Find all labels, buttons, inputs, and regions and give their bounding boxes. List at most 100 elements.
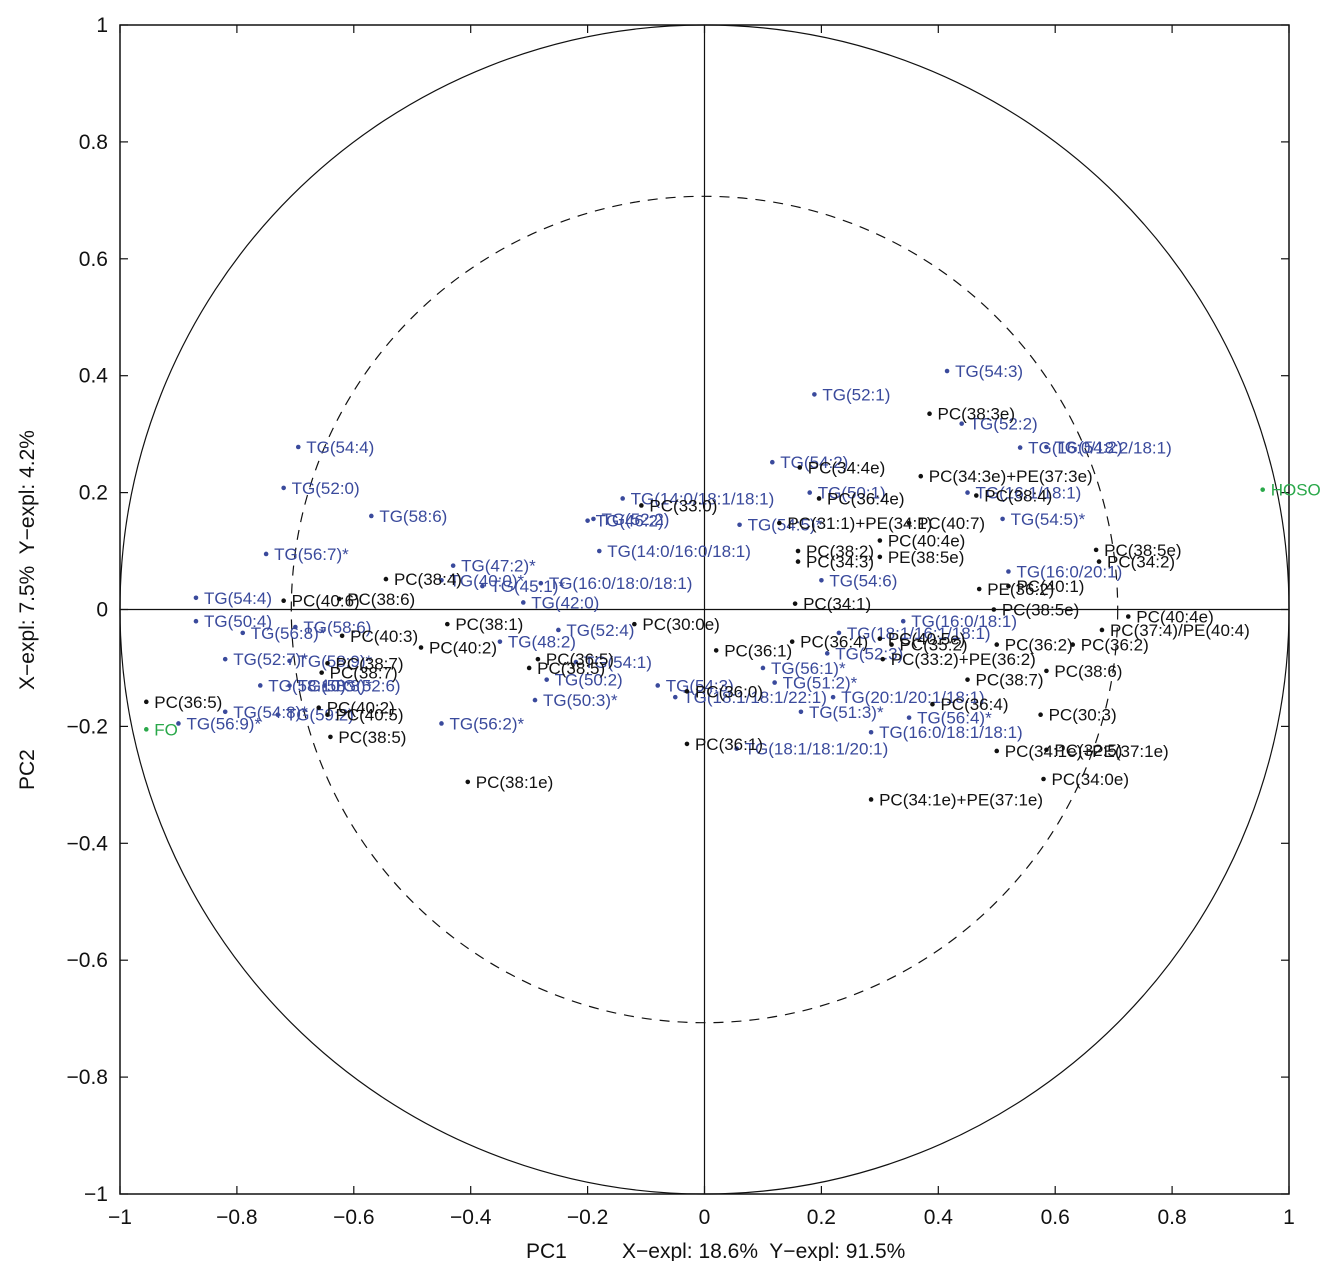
x-tick-label: −0.6 [333, 1206, 374, 1229]
point-label: PC(36:4) [940, 695, 1008, 714]
point-label: TG(50:3)* [543, 691, 618, 710]
y-tick-label: 0.8 [79, 131, 108, 154]
data-point [240, 631, 245, 636]
data-point [918, 474, 923, 479]
data-point [176, 721, 181, 726]
point-label: TG(54:6) [829, 571, 897, 590]
data-point [287, 659, 292, 664]
y-axis-explained-group: X−expl: 7.5% Y−expl: 4.2% [16, 430, 39, 690]
point-label: PC(30:0e) [642, 615, 719, 634]
point-label: TG(54:4) [204, 589, 272, 608]
point-label: PC(36:4e) [827, 489, 904, 508]
data-point [901, 619, 906, 624]
point-label: PC(34:2) [1107, 553, 1175, 572]
data-point [223, 709, 228, 714]
data-point [384, 577, 389, 582]
point-label: TG(52:4) [566, 621, 634, 640]
y-tick-label: −0.2 [67, 715, 108, 738]
x-tick-label: −0.4 [450, 1206, 492, 1229]
data-point [419, 645, 424, 650]
y-tick-label: 1 [96, 14, 108, 37]
x-axis-title: PC1 X−expl: 18.6% Y−expl: 91.5% [526, 1240, 905, 1261]
data-point [945, 369, 950, 374]
data-point [907, 521, 912, 526]
data-point [685, 689, 690, 694]
data-point [194, 596, 199, 601]
y-tick-label: −1 [84, 1183, 108, 1206]
y-tick-label: 0.4 [79, 365, 109, 388]
data-point [144, 727, 149, 732]
y-axis-explained: X−expl: 7.5% Y−expl: 4.2% [16, 430, 39, 690]
point-label: PC(38:7) [330, 664, 398, 683]
data-point [655, 683, 660, 688]
data-point [480, 584, 485, 589]
y-tick-label: −0.6 [67, 949, 108, 972]
data-point [521, 600, 526, 605]
data-point [1070, 642, 1075, 647]
data-point [1260, 487, 1265, 492]
data-point [1100, 628, 1105, 633]
y-tick-label: 0 [96, 599, 108, 622]
y-axis-label: PC2 [16, 749, 39, 790]
x-axis-explained: X−expl: 18.6% Y−expl: 91.5% [622, 1240, 905, 1261]
data-point [965, 490, 970, 495]
data-point [223, 657, 228, 662]
point-label: PC(34:1) [803, 595, 871, 614]
point-label: TG(58:6) [379, 507, 447, 526]
data-point [439, 721, 444, 726]
data-point [451, 563, 456, 568]
point-label: PC(34:4e) [808, 458, 885, 477]
data-point [880, 657, 885, 662]
data-point [761, 666, 766, 671]
point-label: PC(40:7) [917, 514, 985, 533]
data-point [620, 496, 625, 501]
data-point [799, 709, 804, 714]
data-point [258, 683, 263, 688]
data-point [445, 622, 450, 627]
point-label: PC(36:2) [1081, 636, 1149, 655]
data-point [539, 581, 544, 586]
data-point [797, 465, 802, 470]
data-point [807, 490, 812, 495]
y-axis-title: PC2 [16, 749, 39, 790]
point-label: PC(33:2)+PE(36:2) [891, 650, 1036, 669]
x-tick-label: −1 [108, 1206, 132, 1229]
data-point [591, 517, 596, 522]
point-label: PC(34:1e)+PE(37:1e) [879, 790, 1043, 809]
point-label: PC(38:7) [976, 671, 1044, 690]
point-label: PC(33:0) [649, 496, 717, 515]
point-label: TG(54:5)* [1011, 510, 1086, 529]
data-point [878, 555, 883, 560]
y-tick-label: 0.2 [79, 482, 108, 505]
x-tick-label: 0.8 [1157, 1206, 1186, 1229]
data-point [533, 698, 538, 703]
data-point [293, 625, 298, 630]
x-axis-label: PC1 [526, 1240, 567, 1261]
data-point [737, 522, 742, 527]
point-label: TG(56:9)* [186, 714, 261, 733]
point-label: PC(38:6) [1054, 662, 1122, 681]
y-tick-label: −0.8 [67, 1066, 108, 1089]
point-label: TG(42:0) [531, 593, 599, 612]
point-label: PC(34:1e)+PE(37:1e) [1005, 742, 1169, 761]
data-point [597, 549, 602, 554]
data-point [585, 518, 590, 523]
point-label: PC(40:3) [350, 627, 418, 646]
data-point [556, 628, 561, 633]
data-point [796, 549, 801, 554]
data-point [793, 601, 798, 606]
point-label: PC(38:6) [347, 590, 415, 609]
x-tick-label: 0.6 [1041, 1206, 1070, 1229]
data-point [831, 695, 836, 700]
data-point [544, 677, 549, 682]
data-point [819, 578, 824, 583]
data-point [777, 521, 782, 526]
data-point [527, 666, 532, 671]
point-label: TG(14:0/16:0/18:1) [607, 542, 751, 561]
point-label: TG(54:3) [955, 362, 1023, 381]
data-point [1000, 517, 1005, 522]
point-label: TG(16:0/18:0/18:1) [549, 574, 693, 593]
data-point [878, 636, 883, 641]
data-point [889, 642, 894, 647]
